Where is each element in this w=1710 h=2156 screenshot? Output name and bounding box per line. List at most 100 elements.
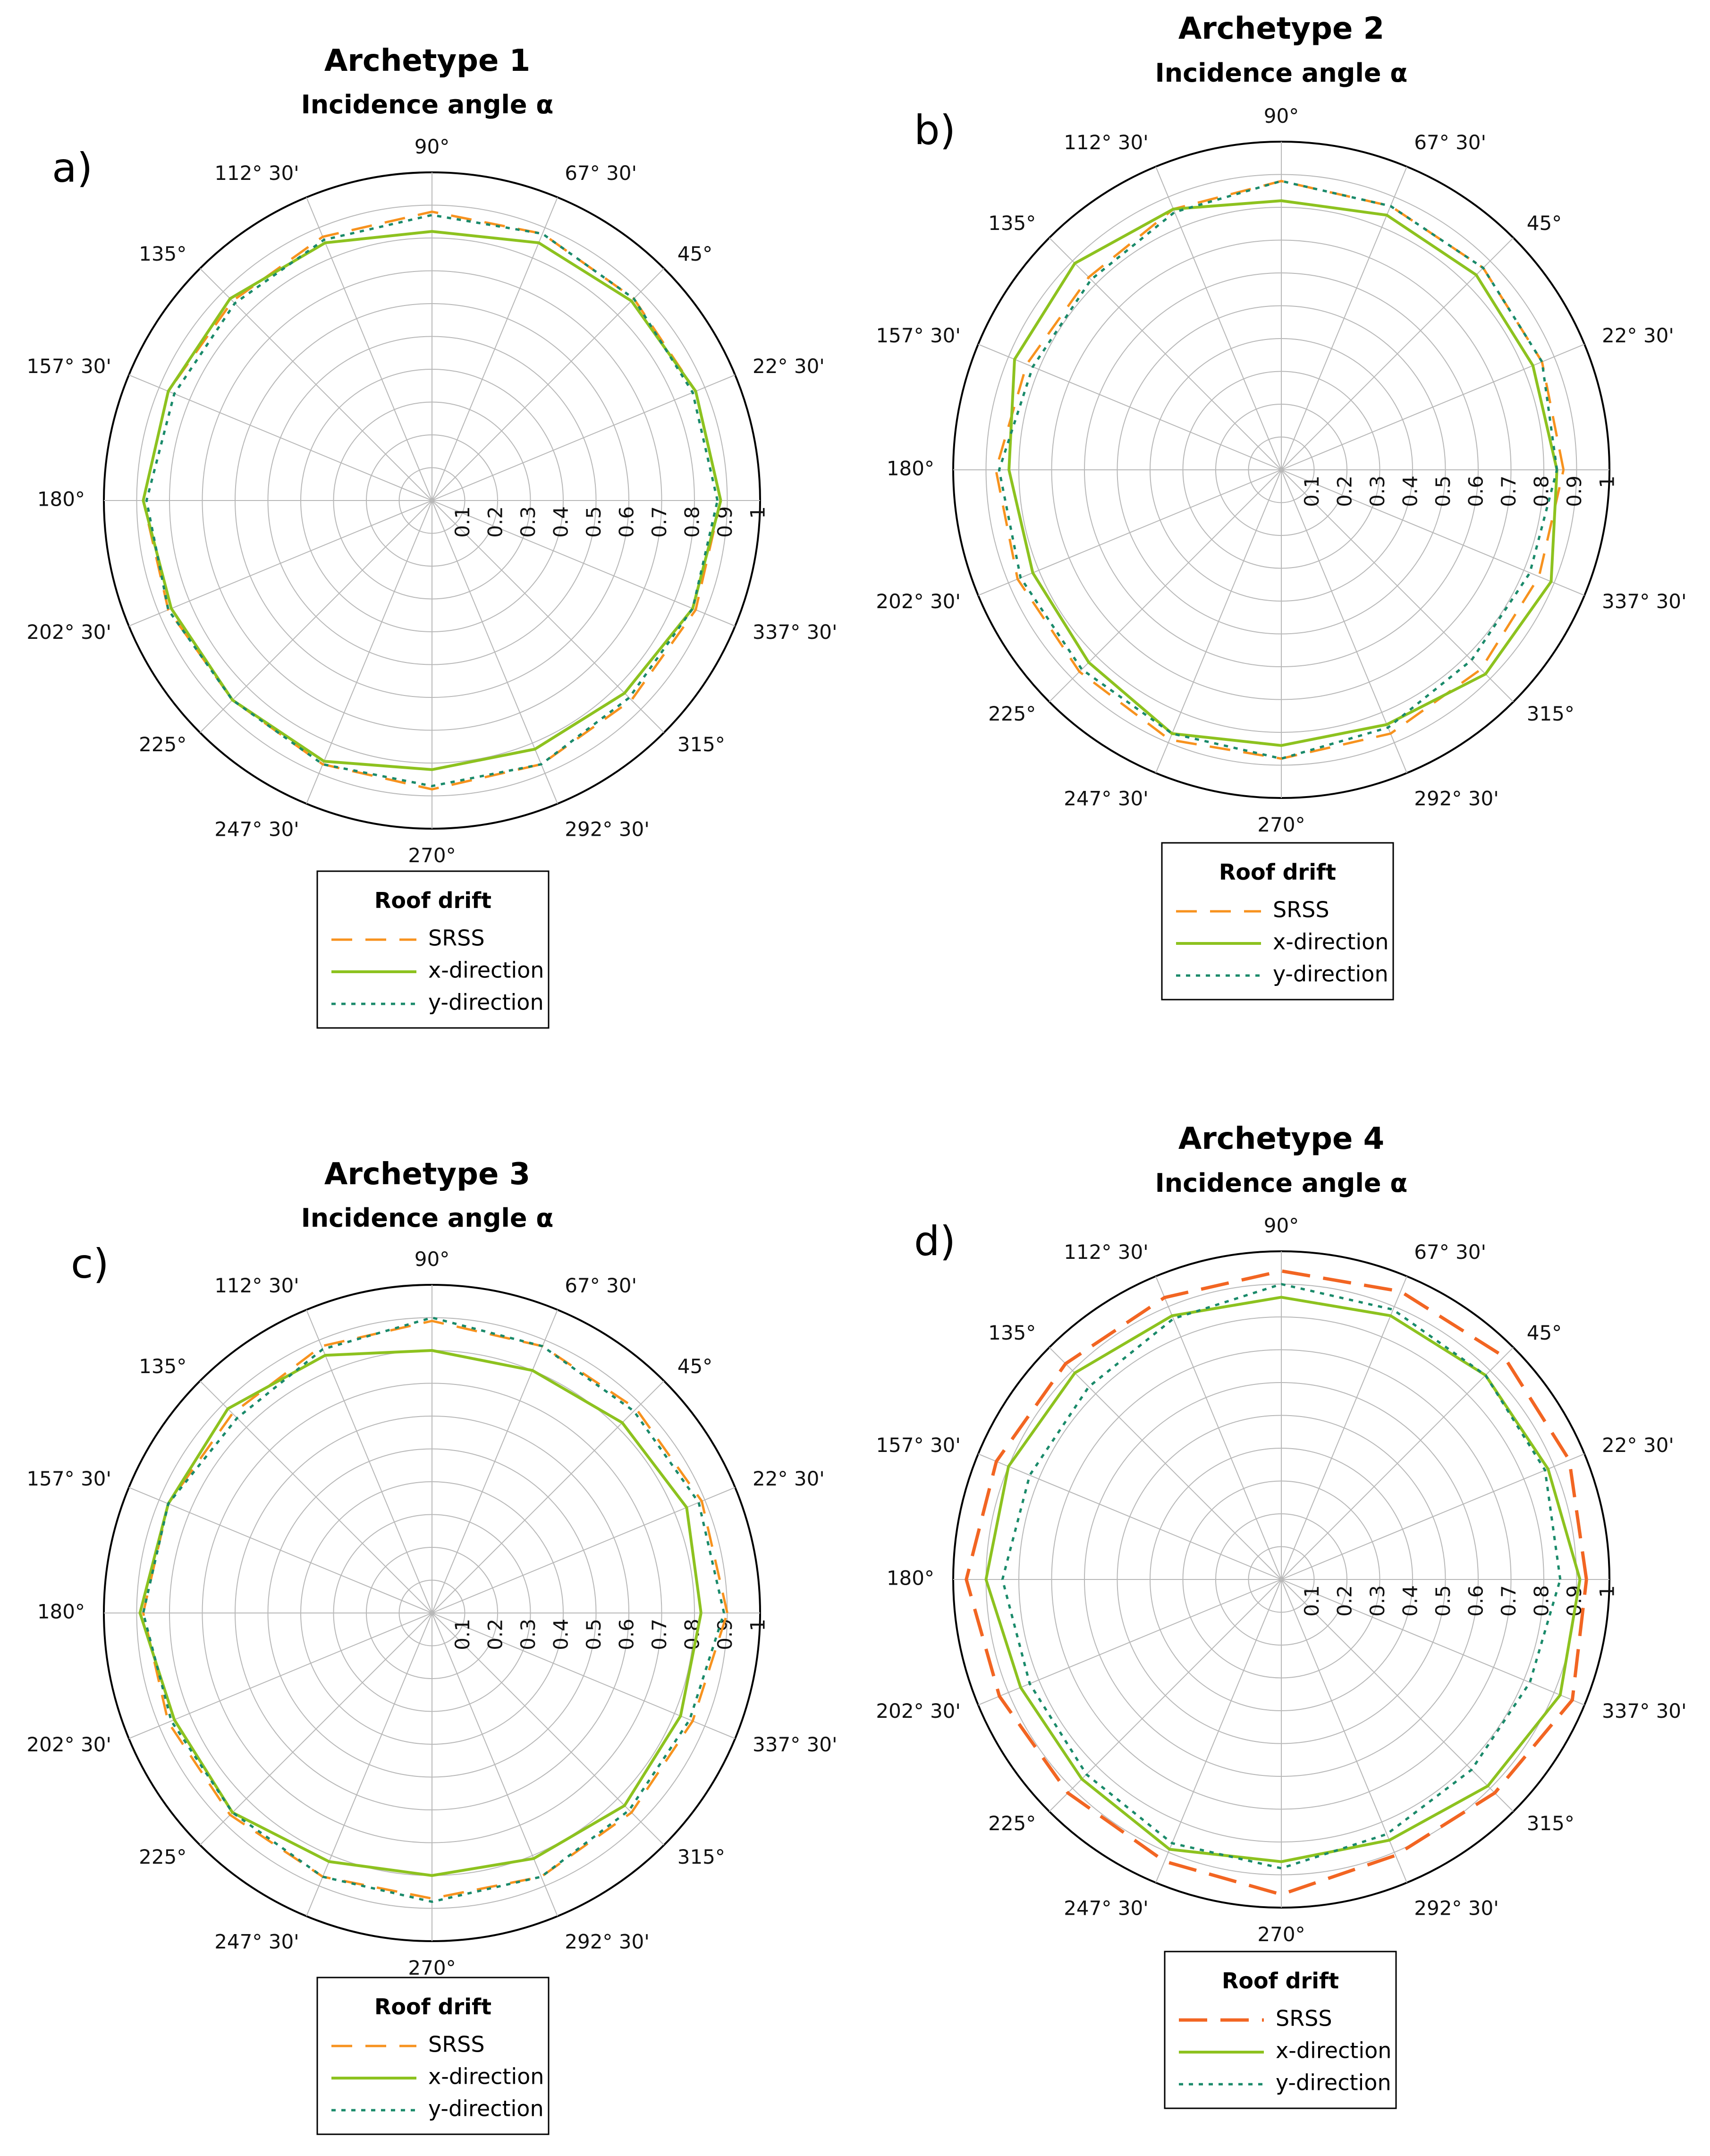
radial-tick-label: 0.6 (1465, 475, 1488, 507)
grid-spoke (1281, 469, 1407, 773)
angle-tick-label: 90° (415, 135, 449, 158)
angle-tick-label: 157° 30' (876, 324, 961, 347)
legend-item-srss: SRSS (428, 925, 485, 951)
angle-tick-label: 90° (1264, 104, 1299, 127)
angle-tick-label: 22° 30' (1602, 1434, 1674, 1457)
angle-tick-label: 45° (677, 1355, 712, 1378)
angle-tick-label: 270° (1257, 813, 1305, 836)
angle-tick-label: 45° (1527, 212, 1562, 235)
grid-spoke (1281, 237, 1514, 470)
chart-title: Archetype 3 (324, 1157, 530, 1192)
chart-title: Archetype 1 (324, 43, 530, 78)
series-srss-line (965, 1269, 1588, 1896)
polar-chart-archetype-1: Archetype 1 Incidence angle α a) 0.1 0.2 0.3 0… (26, 43, 838, 1029)
grid-spoke (1049, 1347, 1282, 1580)
angle-tick-label: 135° (139, 1355, 186, 1378)
radial-tick-label: 0.4 (1399, 475, 1422, 507)
grid-spoke (1049, 1579, 1282, 1812)
angle-tick-label: 225° (988, 1812, 1036, 1835)
angle-tick-label: 135° (139, 242, 186, 265)
grid-spoke (432, 268, 665, 501)
grid-spoke (199, 268, 432, 501)
grid-spoke (1281, 469, 1514, 703)
chart-subtitle: Incidence angle α (1155, 58, 1408, 88)
radial-tick-label: 1 (1596, 475, 1619, 488)
grid-spoke (1049, 469, 1282, 703)
angle-tick-label: 337° 30' (753, 620, 838, 644)
chart-title: Archetype 4 (1178, 1121, 1384, 1156)
radial-tick-label: 0.2 (484, 506, 507, 538)
radial-tick-label: 0.3 (1366, 475, 1389, 507)
grid-spoke (978, 344, 1282, 470)
legend-item-y-direction: y-direction (428, 990, 544, 1015)
radial-tick-label: 0.5 (1431, 1585, 1455, 1617)
radial-tick-label: 0.6 (1465, 1585, 1488, 1617)
angle-tick-label: 67° 30' (1414, 1240, 1486, 1264)
panel-archetype-4: Archetype 4 Incidence angle α d) 0.1 0.2 0.3 0… (855, 1078, 1710, 2156)
angle-tick-label: 90° (1264, 1214, 1299, 1237)
radial-tick-label: 0.7 (648, 506, 671, 538)
grid-spoke (1281, 1347, 1514, 1580)
legend-box (316, 870, 550, 1029)
chart-title: Archetype 2 (1178, 11, 1384, 46)
grid-spoke (1281, 1579, 1585, 1706)
angle-tick-label: 112° 30' (1064, 1240, 1149, 1264)
grid-spoke (128, 500, 432, 627)
grid-spoke (1281, 1276, 1407, 1580)
grid-spoke (432, 1309, 558, 1613)
polar-chart-archetype-3: Archetype 3 Incidence angle α c) 0.1 0.2 0.3 0… (26, 1157, 838, 2135)
angle-tick-label: 180° (887, 1567, 934, 1590)
radial-tick-label: 1 (746, 1619, 770, 1631)
radial-tick-label: 0.7 (648, 1619, 671, 1650)
grid-spoke (306, 197, 432, 501)
angle-tick-label: 180° (37, 488, 85, 511)
angle-tick-label: 22° 30' (753, 1467, 825, 1490)
legend-title: Roof drift (374, 888, 491, 913)
angle-tick-label: 247° 30' (214, 1930, 299, 1953)
chart-subtitle: Incidence angle α (301, 90, 554, 119)
angle-tick-label: 270° (408, 844, 456, 867)
legend-item-x-direction: x-direction (1273, 929, 1388, 955)
radial-tick-label: 0.1 (1300, 475, 1323, 507)
radial-tick-label: 0.5 (1431, 475, 1455, 507)
angle-tick-label: 67° 30' (565, 161, 637, 185)
radial-tick-label: 0.4 (1399, 1585, 1422, 1617)
legend-item-y-direction: y-direction (428, 2096, 544, 2122)
angle-tick-label: 112° 30' (214, 161, 299, 185)
legend-item-y-direction: y-direction (1273, 961, 1388, 987)
grid-spoke (1049, 237, 1282, 470)
grid-spoke (1155, 166, 1282, 470)
radial-tick-label: 0.2 (1333, 1585, 1356, 1617)
grid-spoke (128, 374, 432, 501)
legend-title: Roof drift (374, 1994, 491, 2020)
grid-spoke (432, 1613, 558, 1917)
radial-tick-label: 0.3 (516, 1619, 540, 1650)
panel-archetype-1: Archetype 1 Incidence angle α a) 0.1 0.2 0.3 0… (0, 0, 855, 1078)
polar-chart-archetype-2: Archetype 2 Incidence angle α b) 0.1 0.2 0.3 0… (876, 11, 1687, 1001)
radial-tick-label: 0.6 (615, 506, 638, 538)
radial-tick-label: 0.7 (1497, 1585, 1520, 1617)
grid-spoke (1155, 469, 1282, 773)
chart-subtitle: Incidence angle α (1155, 1168, 1408, 1198)
series-x-direction-line (1007, 199, 1558, 747)
angle-tick-label: 67° 30' (565, 1274, 637, 1297)
angle-tick-label: 45° (1527, 1321, 1562, 1344)
radial-tick-label: 0.2 (1333, 475, 1356, 507)
grid-spoke (128, 1613, 432, 1739)
angle-tick-label: 67° 30' (1414, 131, 1486, 154)
angle-tick-label: 202° 30' (26, 620, 111, 644)
legend-title: Roof drift (1222, 1968, 1339, 1994)
grid-spoke (432, 1487, 736, 1613)
radial-tick-label: 0.4 (550, 1619, 573, 1650)
angle-tick-label: 315° (677, 1845, 725, 1868)
grid-spoke (199, 1613, 432, 1846)
angle-tick-label: 292° 30' (565, 1930, 650, 1953)
grid-spoke (306, 1309, 432, 1613)
grid-spoke (432, 500, 558, 804)
grid-spoke (1281, 344, 1585, 470)
legend-item-srss: SRSS (1276, 2006, 1332, 2031)
legend-item-srss: SRSS (428, 2032, 485, 2057)
legend-box (1164, 1951, 1397, 2109)
series-x-direction-line (142, 230, 722, 771)
